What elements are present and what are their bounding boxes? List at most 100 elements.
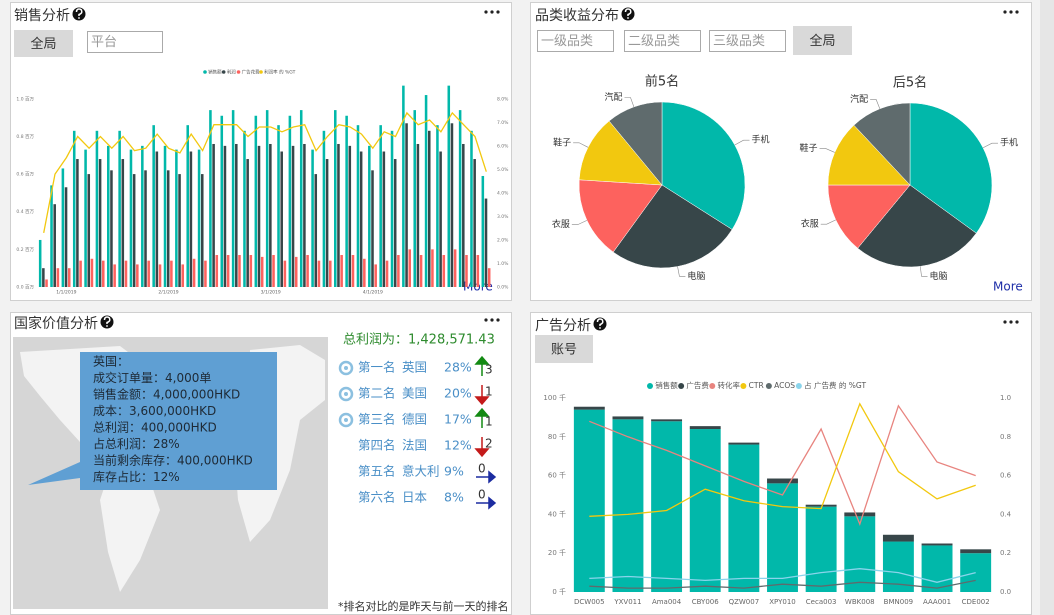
rank-change: 0 [478,488,486,502]
more-menu[interactable] [1009,10,1013,14]
x-tick-label: QZW007 [729,598,760,606]
tooltip-line: 总利润：400,000HKD [93,421,217,435]
y2-tick-label: 0.4 [1000,510,1012,518]
scroll-gutter [1040,0,1054,615]
bar [393,159,397,287]
bar [689,426,721,430]
help-icon [599,327,601,329]
input[interactable] [624,30,701,52]
legend-swatch [236,70,241,74]
bar [374,264,377,287]
rank: 第二名 [358,386,396,401]
bar [431,249,434,287]
y2-tick-label: 0.6 [1000,472,1012,480]
bar [95,130,99,287]
trend-down [474,385,490,406]
help-icon [596,318,604,326]
bar [767,483,798,592]
trend-up [474,355,490,376]
bar [651,419,683,422]
pie-label: 衣服 [801,218,819,230]
rank: 第三名 [358,412,396,427]
bar [322,130,326,287]
help-icon [78,17,80,19]
more-menu[interactable] [490,318,494,322]
input-placeholder: 平台 [91,35,117,50]
bar [291,145,295,287]
more-menu[interactable] [1015,320,1019,324]
tooltip-line: 英国： [93,355,129,369]
input-placeholder: 二级品类 [628,34,680,49]
pie-label: 电脑 [930,270,948,282]
bar [325,159,329,287]
legend-label: 利润率 的 %GT [264,69,295,76]
bar [265,110,269,287]
more-menu[interactable] [1003,320,1007,324]
pie-slice [827,124,911,186]
share: 8% [444,490,464,505]
bar [166,170,170,287]
pie-title: 前5名 [645,74,679,90]
share: 9% [444,464,464,479]
input[interactable] [709,30,786,52]
medal-icon [344,366,348,370]
more-menu[interactable] [496,10,500,14]
pie-title: 后5名 [893,75,927,91]
leader-line [819,148,835,153]
bar [371,170,374,287]
bar [476,255,480,287]
bar [484,198,488,287]
rank-change: 3 [485,363,493,377]
more-menu[interactable] [484,10,488,14]
bar [303,143,306,287]
more-menu[interactable] [1003,10,1007,14]
bar [470,130,473,287]
bar [132,174,136,287]
input[interactable] [87,31,163,53]
more-link[interactable]: More [993,280,1023,294]
bar [212,143,215,287]
bar [363,258,366,287]
button[interactable] [535,335,593,363]
bar [442,255,446,287]
bar [487,268,491,287]
bar [235,143,238,287]
share: 17% [444,412,472,427]
legend-label: 广告费 [686,380,709,390]
button[interactable] [14,30,73,57]
more-menu[interactable] [1009,320,1013,324]
medal-icon [344,392,348,396]
y2-tick-label: 0.0% [497,285,509,291]
more-menu[interactable] [1015,10,1019,14]
bar [280,151,283,287]
more-menu[interactable] [484,318,488,322]
bar [390,130,394,287]
y-tick-label: 0.8 百万 [16,134,34,140]
bar [294,256,298,287]
bar [141,145,144,287]
medal-icon [344,418,348,422]
y2-tick-label: 7.0% [497,120,509,126]
bar [118,130,121,287]
bar [155,151,159,287]
bar [215,255,219,287]
x-tick-label: 4/1/2019 [363,290,383,296]
more-menu[interactable] [496,318,500,322]
continent [100,470,160,592]
more-menu[interactable] [490,10,494,14]
bar [447,85,451,288]
y-tick-label: 100 千 [543,393,566,402]
input-placeholder: 三级品类 [713,34,765,49]
bar [612,416,644,420]
button[interactable] [793,26,852,55]
input[interactable] [537,30,614,52]
bar [405,123,408,287]
country: 意大利 [402,464,440,479]
bar [573,409,605,592]
medal-icon [338,412,354,428]
legend-label: 销售额 [655,380,678,390]
bar [283,260,287,287]
bar [110,170,113,287]
rank: 第五名 [358,464,396,479]
